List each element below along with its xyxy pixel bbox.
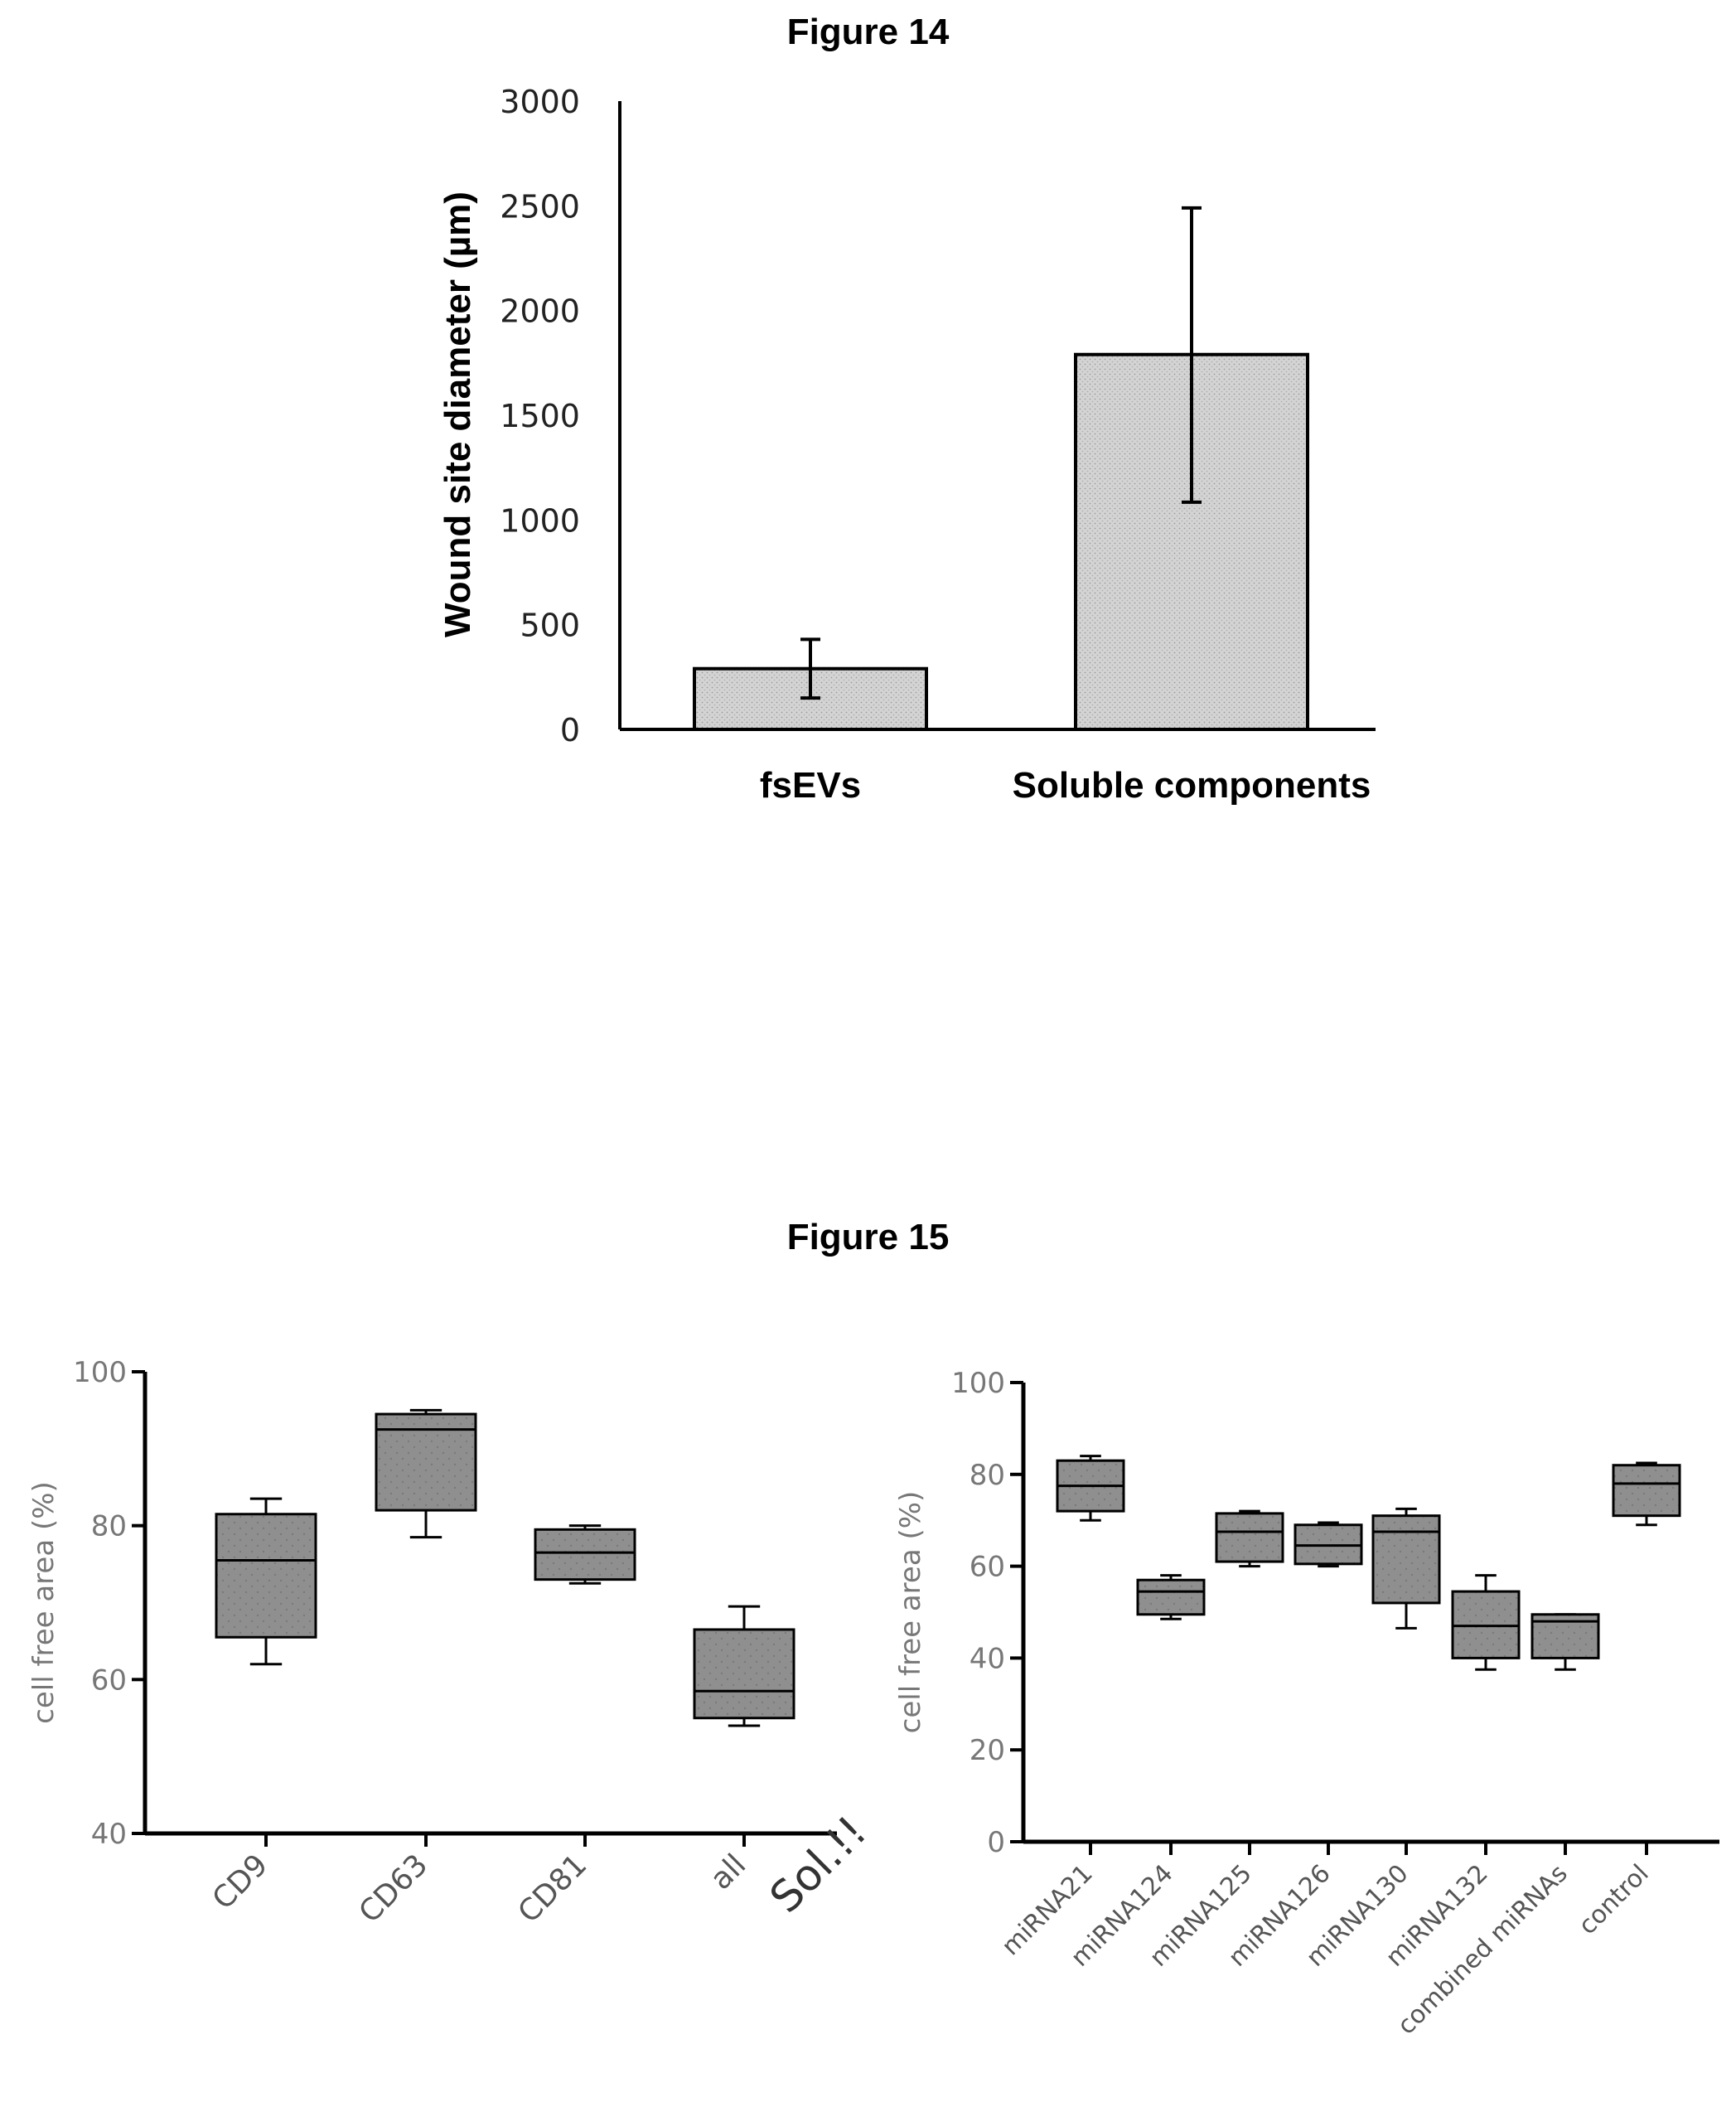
cd-x-tick-label-2: CD81 xyxy=(512,1848,594,1930)
mirna-box-4 xyxy=(1371,1514,1441,1605)
y-tick-label-1000: 1000 xyxy=(500,502,580,539)
y-tick-label-1500: 1500 xyxy=(500,398,580,434)
mirna-box-7 xyxy=(1612,1464,1681,1518)
mirna-y-tick-label-20: 20 xyxy=(970,1734,1005,1767)
cd-x-tick-label-3: all xyxy=(704,1848,753,1896)
figure-15-title: Figure 15 xyxy=(786,1217,950,1257)
cd-y-tick-label-40: 40 xyxy=(91,1818,127,1851)
cd-x-tick-label-0: CD9 xyxy=(206,1848,275,1916)
mirna-y-tick-label-40: 40 xyxy=(970,1642,1005,1675)
mirna-box-1 xyxy=(1136,1578,1206,1616)
y-tick-label-3000: 3000 xyxy=(500,84,580,120)
cd-y-tick-label-60: 60 xyxy=(91,1664,127,1697)
cd-box-2 xyxy=(534,1528,636,1581)
y-tick-label-2000: 2000 xyxy=(500,293,580,330)
y-tick-label-0: 0 xyxy=(560,712,580,748)
mirna-y-tick-label-60: 60 xyxy=(970,1551,1005,1584)
mirna-box-2 xyxy=(1215,1512,1284,1563)
cd-y-tick-label-80: 80 xyxy=(91,1510,127,1543)
mirna-y-tick-label-80: 80 xyxy=(970,1459,1005,1492)
cd-y-tick-label-100: 100 xyxy=(73,1356,127,1389)
figure-14-title: Figure 14 xyxy=(786,12,950,52)
sol-label: Sol.!! xyxy=(761,1807,877,1923)
mirna-y-axis-title: cell free area (%) xyxy=(894,1491,927,1734)
x-tick-label-0: fsEVs xyxy=(760,765,861,806)
mirna-y-tick-label-0: 0 xyxy=(987,1826,1005,1859)
y-axis-title: Wound site diameter (µm) xyxy=(438,191,478,637)
mirna-x-tick-label-7: control xyxy=(1573,1859,1654,1940)
cd-box-0 xyxy=(215,1513,317,1639)
cd-x-tick-label-1: CD63 xyxy=(353,1848,435,1930)
cd-y-axis-title: cell free area (%) xyxy=(27,1481,60,1724)
x-tick-label-1: Soluble components xyxy=(1013,765,1371,806)
cd-box-3 xyxy=(693,1628,795,1720)
y-tick-label-2500: 2500 xyxy=(500,188,580,225)
y-tick-label-500: 500 xyxy=(520,608,580,644)
mirna-y-tick-label-100: 100 xyxy=(951,1367,1005,1400)
